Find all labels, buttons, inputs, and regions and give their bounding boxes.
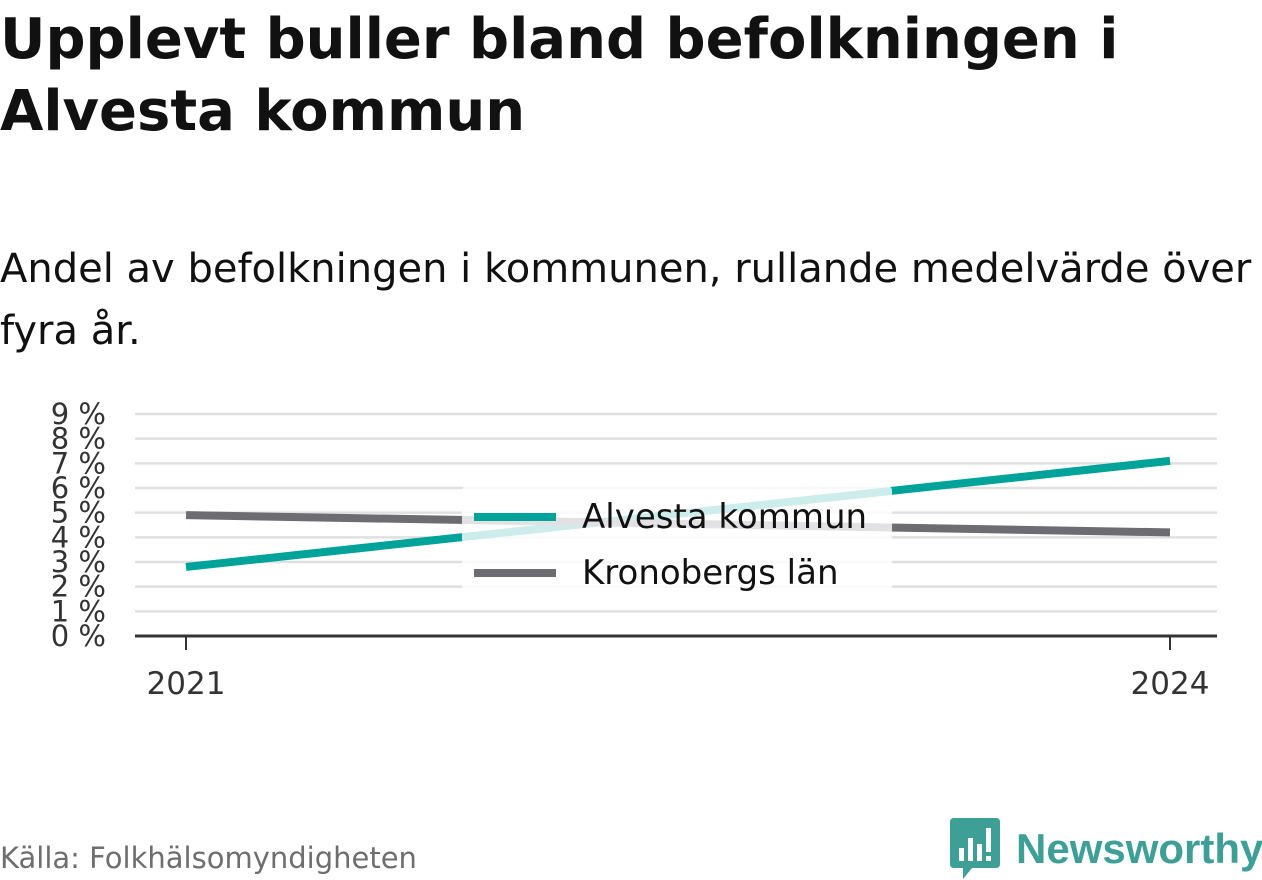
y-tick-label: 5 % — [51, 496, 106, 530]
line-chart: 0 %1 %2 %3 %4 %5 %6 %7 %8 %9 % 2021 2024 Al… — [51, 397, 1217, 702]
x-tick-label: 2024 — [1131, 666, 1210, 702]
y-tick-label: 3 % — [51, 545, 106, 579]
y-tick-label: 6 % — [51, 471, 106, 505]
y-tick-label: 8 % — [51, 422, 106, 456]
legend-label: Alvesta kommun — [582, 497, 867, 537]
y-tick-label: 4 % — [51, 520, 106, 554]
y-tick-label: 7 % — [51, 446, 106, 480]
brand-logo: Newsworthy — [950, 818, 1262, 880]
y-tick-label: 0 % — [51, 619, 106, 653]
newsworthy-logo-icon — [950, 818, 1000, 879]
brand-name: Newsworthy — [1016, 825, 1262, 872]
page-title: Upplevt buller bland befolkningen i Alve… — [0, 7, 1119, 144]
source-note: Källa: Folkhälsomyndigheten — [0, 841, 417, 875]
y-tick-label: 9 % — [51, 397, 106, 431]
y-tick-label: 2 % — [51, 570, 106, 604]
legend-label: Kronobergs län — [582, 553, 839, 593]
legend-box — [462, 485, 892, 607]
y-tick-label: 1 % — [51, 594, 106, 628]
chart-subtitle: Andel av befolkningen i kommunen, rullan… — [0, 246, 1252, 354]
x-tick-label: 2021 — [147, 666, 226, 702]
